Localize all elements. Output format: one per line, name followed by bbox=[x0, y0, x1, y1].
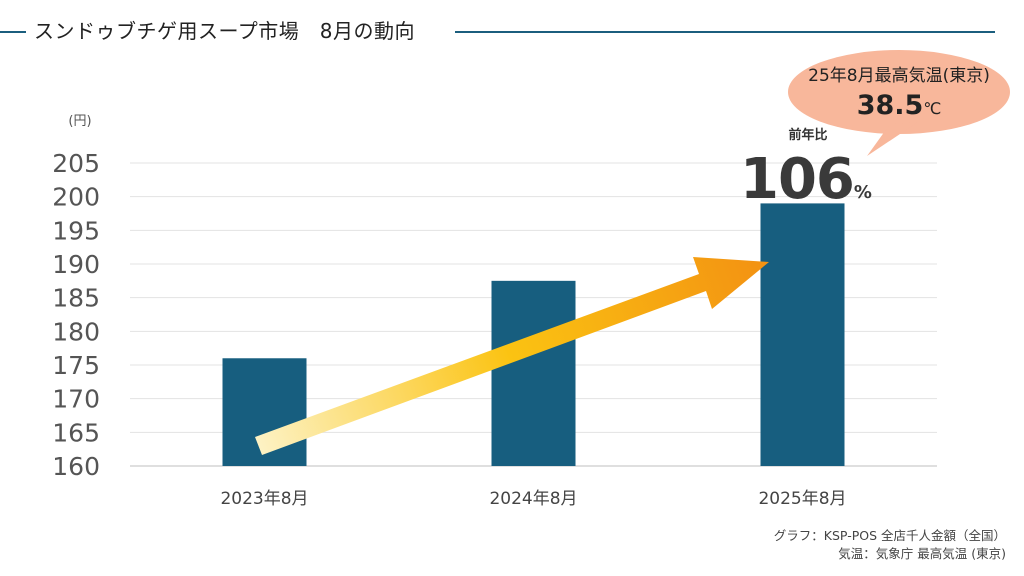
callout-value-row: 38.5℃ bbox=[788, 88, 1010, 127]
y-unit-label: (円) bbox=[68, 114, 91, 129]
y-tick-label: 165 bbox=[52, 418, 100, 447]
title-rule-right bbox=[455, 31, 995, 33]
source-line-graph: グラフ：KSP-POS 全店千人金額（全国） bbox=[773, 528, 1006, 543]
y-tick-label: 205 bbox=[52, 149, 100, 178]
temperature-callout: 25年8月最高気温(東京) 38.5℃ bbox=[788, 64, 1010, 127]
callout-bubble bbox=[788, 50, 1010, 134]
y-tick-label: 160 bbox=[52, 452, 100, 481]
x-tick-label: 2025年8月 bbox=[758, 489, 846, 509]
yoy-value: 106 bbox=[740, 147, 855, 212]
y-tick-label: 180 bbox=[52, 317, 100, 346]
page-title: スンドゥブチゲ用スープ市場 8月の動向 bbox=[34, 19, 416, 43]
bar bbox=[491, 280, 576, 466]
x-tick-label: 2024年8月 bbox=[489, 489, 577, 509]
title-rule-left bbox=[0, 31, 26, 33]
y-tick-label: 200 bbox=[52, 183, 100, 212]
source-line-temperature: 気温：気象庁 最高気温 (東京) bbox=[838, 546, 1006, 561]
yoy-unit: % bbox=[853, 182, 872, 203]
callout-value: 38.5 bbox=[856, 90, 924, 121]
y-tick-label: 170 bbox=[52, 385, 100, 414]
bar bbox=[760, 203, 845, 466]
source-notes: グラフ：KSP-POS 全店千人金額（全国） 気温：気象庁 最高気温 (東京) bbox=[774, 527, 1006, 563]
y-tick-label: 190 bbox=[52, 250, 100, 279]
yoy-value-row: 106% bbox=[740, 145, 872, 215]
trend-arrow bbox=[255, 257, 769, 455]
callout-label: 25年8月最高気温(東京) bbox=[808, 66, 990, 86]
callout-tail bbox=[867, 122, 918, 156]
yoy-label: 前年比 bbox=[788, 128, 828, 143]
callout-unit: ℃ bbox=[923, 99, 942, 118]
y-tick-label: 185 bbox=[52, 284, 100, 313]
x-tick-label: 2023年8月 bbox=[220, 489, 308, 509]
y-tick-label: 175 bbox=[52, 351, 100, 380]
y-tick-label: 195 bbox=[52, 216, 100, 245]
